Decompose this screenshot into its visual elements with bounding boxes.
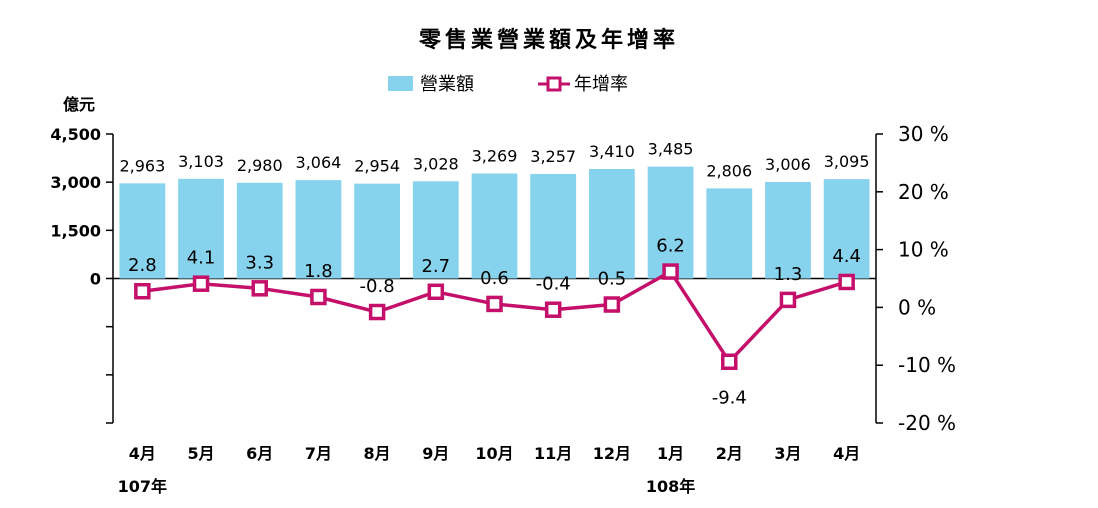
growth-marker <box>662 263 679 280</box>
growth-value-label: -0.4 <box>536 274 571 295</box>
growth-marker <box>251 280 268 297</box>
growth-value-label: 6.2 <box>656 236 685 257</box>
category-label: 9月 <box>422 444 449 463</box>
growth-value-label: 2.8 <box>128 255 157 276</box>
bar <box>236 182 283 279</box>
category-label: 5月 <box>187 444 214 463</box>
growth-value-label: 2.7 <box>421 256 450 277</box>
bar-value-label: 3,064 <box>296 153 342 172</box>
category-label: 4月 <box>129 444 156 463</box>
category-label: 4月 <box>833 444 860 463</box>
growth-marker <box>486 295 503 313</box>
growth-marker <box>368 303 386 321</box>
category-label: 3月 <box>774 444 801 463</box>
bar <box>354 183 401 279</box>
bar-value-label: 2,963 <box>119 156 165 175</box>
growth-marker <box>192 275 210 292</box>
bar-value-label: 3,269 <box>472 147 518 166</box>
right-axis: 30 % 20 % 10 % 0 % -10 % -20 % <box>875 122 956 435</box>
growth-value-label: 4.4 <box>832 246 861 267</box>
bar-value-label: 3,006 <box>765 155 811 174</box>
bar <box>647 166 694 279</box>
bar <box>119 183 166 279</box>
bar-value-label: 3,028 <box>413 154 459 173</box>
category-label: 1月 <box>657 444 684 463</box>
bar <box>295 180 342 279</box>
bar-series <box>119 166 870 279</box>
category-label: 7月 <box>305 444 332 463</box>
bar <box>765 181 811 279</box>
growth-value-label: 1.3 <box>774 264 803 285</box>
bar <box>706 188 753 279</box>
growth-value-label: 3.3 <box>245 252 274 273</box>
year-label: 107年 <box>118 477 167 496</box>
left-tick-label: 1,500 <box>50 221 101 240</box>
growth-marker <box>721 353 738 370</box>
left-axis-title: 億元 <box>63 95 95 114</box>
category-label: 2月 <box>716 444 743 463</box>
growth-marker <box>427 283 445 301</box>
growth-marker <box>134 282 151 300</box>
growth-marker <box>544 301 562 318</box>
chart-title: 零售業營業額及年增率 <box>418 27 679 53</box>
growth-value-label: 0.5 <box>598 269 627 290</box>
left-tick-label: 0 <box>90 270 101 289</box>
year-label: 108年 <box>646 477 695 496</box>
legend-bar-swatch <box>388 76 413 91</box>
bar <box>588 169 635 279</box>
right-tick-label: 10 % <box>898 238 949 262</box>
bar <box>471 173 518 279</box>
growth-marker <box>310 288 327 306</box>
right-tick-label: -10 % <box>898 353 956 377</box>
growth-value-label: -9.4 <box>712 388 747 409</box>
bar-labels: 2,963 3,103 2,980 3,064 2,954 3,028 3,269 3,257… <box>119 140 869 181</box>
bar <box>412 181 459 279</box>
growth-marker <box>779 291 797 309</box>
growth-value-label: -0.8 <box>360 276 395 297</box>
legend-line-marker <box>546 76 562 92</box>
growth-value-label: 0.6 <box>480 268 509 289</box>
bar-value-label: 3,410 <box>589 142 635 161</box>
legend: 營業額 年增率 <box>388 74 628 95</box>
line-series: 2.8 4.1 3.3 1.8 -0.8 2.7 0.6 -0.4 0.5 6.2 -9.4 1.3 4… <box>128 236 861 409</box>
category-label: 11月 <box>534 444 572 463</box>
growth-value-label: 4.1 <box>187 248 216 269</box>
right-tick-label: 0 % <box>898 295 936 319</box>
legend-line-label: 年增率 <box>574 74 628 95</box>
growth-marker <box>838 273 855 291</box>
bar-value-label: 3,095 <box>824 152 870 171</box>
category-label: 10月 <box>475 444 513 463</box>
category-label: 12月 <box>593 444 631 463</box>
legend-bar-label: 營業額 <box>420 74 474 95</box>
right-tick-label: 20 % <box>898 180 949 204</box>
bar <box>530 173 577 279</box>
bar-value-label: 3,103 <box>178 152 224 171</box>
left-tick-label: 4,500 <box>50 125 101 144</box>
left-tick-label: 3,000 <box>50 173 101 192</box>
bar-value-label: 2,806 <box>706 161 752 180</box>
bar <box>178 178 224 279</box>
bar <box>823 179 870 279</box>
bar-value-label: 3,485 <box>648 140 694 159</box>
category-axis: 4月 5月 6月 7月 8月 9月 10月 11月 12月 1月 2月 3月 4月 107年 108年 <box>118 444 861 496</box>
growth-value-label: 1.8 <box>304 261 333 282</box>
bar-value-label: 2,980 <box>237 156 283 175</box>
category-label: 8月 <box>364 444 391 463</box>
bar-value-label: 2,954 <box>354 157 400 176</box>
right-tick-label: 30 % <box>898 122 949 146</box>
growth-marker <box>603 296 621 313</box>
right-tick-label: -20 % <box>898 411 956 435</box>
bar-value-label: 3,257 <box>530 147 576 166</box>
category-label: 6月 <box>246 444 273 463</box>
